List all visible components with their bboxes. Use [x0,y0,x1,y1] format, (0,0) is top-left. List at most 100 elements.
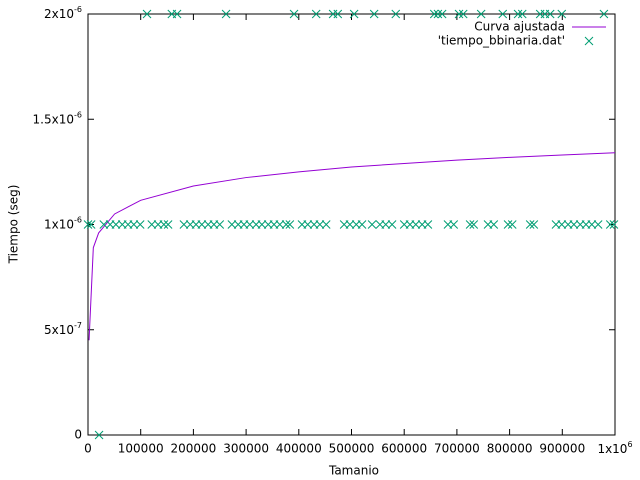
point [345,220,355,229]
plot-border [87,13,616,436]
point [99,220,109,229]
point [159,220,169,229]
point [458,9,468,19]
x-tick-label: 300000 [223,442,269,456]
y-tick-label-exponent: -6 [74,110,82,119]
point [221,9,231,19]
point [599,9,609,19]
point [507,220,517,229]
point [179,220,189,229]
point [333,9,343,19]
point [433,9,443,19]
point [381,220,391,229]
x-tick-label: 400000 [276,442,322,456]
x-tick-label: 200000 [170,442,216,456]
point [489,220,499,229]
y-tick-label-base: 2x10 [44,7,74,21]
point-series [83,9,619,440]
legend-label: 'tiempo_bbinaria.dat' [438,34,565,48]
point [129,220,139,229]
x-tick-label: 600000 [381,442,427,456]
point [315,220,325,229]
point [587,220,597,229]
point [289,9,299,19]
point [391,9,401,19]
point [227,220,237,229]
point [449,220,459,229]
point [517,9,527,19]
x-tick-label: 500000 [329,442,375,456]
point [172,9,182,19]
legend-swatch [584,36,594,46]
x-tick-label-exponent: 6 [627,440,632,449]
point [111,220,121,229]
x-tick-label: 0 [84,442,92,456]
x-tick-label: 900000 [539,442,585,456]
y-tick-label: 0 [74,428,82,442]
point [569,220,579,229]
x-tick-label: 100000 [118,442,164,456]
y-axis-label: Tiempo (seg) [7,185,21,265]
y-tick-label-exponent: -6 [74,5,82,14]
point [83,220,93,229]
point [465,220,475,229]
point [321,220,331,229]
point [257,220,267,229]
point [135,220,145,229]
legend-label: Curva ajustada [474,20,565,34]
y-tick-label: 1x10-6 [44,215,82,231]
point [285,220,295,229]
point [498,9,508,19]
y-tick-label-base: 1x10 [44,217,74,231]
y-tick-label-base: 5x10 [44,322,74,336]
point [245,220,255,229]
point [349,9,359,19]
point [281,220,291,229]
point [429,9,439,19]
point [411,220,421,229]
x-tick-label: 700000 [434,442,480,456]
point [275,220,285,229]
point [86,220,96,229]
y-tick-label: 1.5x10-6 [33,110,82,126]
point [357,220,367,229]
point [476,9,486,19]
point [557,9,567,19]
x-axis-label: Tamanio [328,464,379,478]
point [311,9,321,19]
point [545,9,555,19]
point [163,220,173,229]
y-tick-label-exponent: -6 [74,215,82,224]
point [605,220,615,229]
point [437,9,447,19]
x-tick-label: 1x106 [597,440,632,456]
point [454,9,464,19]
point [94,430,104,440]
point [557,220,567,229]
fit-curve [88,152,616,341]
point [503,220,513,229]
point [369,9,379,19]
point [469,220,479,229]
point [303,220,313,229]
point [423,220,433,229]
point [529,220,539,229]
point [142,9,152,19]
y-tick-label-base: 1.5x10 [33,112,74,126]
point [513,9,523,19]
x-tick-label: 800000 [487,442,533,456]
point [215,220,225,229]
y-tick-label: 2x10-6 [44,5,82,21]
point [609,220,619,229]
point [387,220,397,229]
point [525,220,535,229]
point [593,220,603,229]
x-tick-label-base: 1x10 [597,442,627,456]
point [367,220,377,229]
y-tick-label: 5x10-7 [44,320,82,336]
point [197,220,207,229]
point [147,220,157,229]
y-tick-label-exponent: -7 [74,320,82,329]
